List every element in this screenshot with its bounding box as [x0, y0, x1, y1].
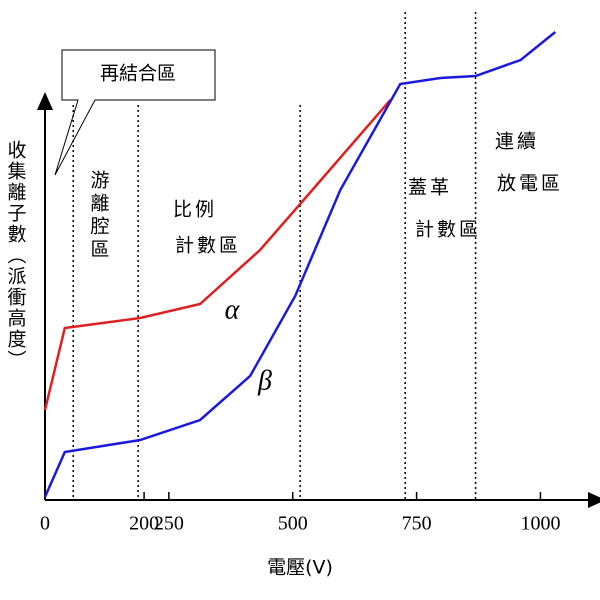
- data-line: [43, 31, 557, 498]
- y-axis-label: 收集離子數（派衝高度）: [5, 140, 27, 371]
- region-label: 計數區: [415, 219, 481, 241]
- series-label: β: [257, 365, 272, 396]
- series-label: α: [225, 294, 241, 325]
- region-label: 放電區: [497, 173, 563, 195]
- callout-text: 再結合區: [100, 63, 176, 85]
- x-tick-label: 750: [402, 513, 432, 535]
- region-label: 蓋革: [408, 177, 452, 199]
- x-tick-label: 500: [278, 513, 308, 535]
- data-line: [43, 99, 392, 411]
- x-tick-label: 200: [129, 513, 159, 535]
- callout-box: [54, 49, 216, 176]
- region-label: 計數區: [175, 235, 241, 257]
- x-axis-label: 電壓(V): [267, 557, 333, 579]
- region-label: 游離腔區: [88, 170, 110, 262]
- region-label: 比例: [173, 199, 217, 221]
- x-tick-label: 250: [154, 513, 184, 535]
- x-tick-label: 0: [40, 513, 50, 535]
- region-label: 連續: [495, 131, 539, 153]
- x-tick-label: 1000: [520, 513, 560, 535]
